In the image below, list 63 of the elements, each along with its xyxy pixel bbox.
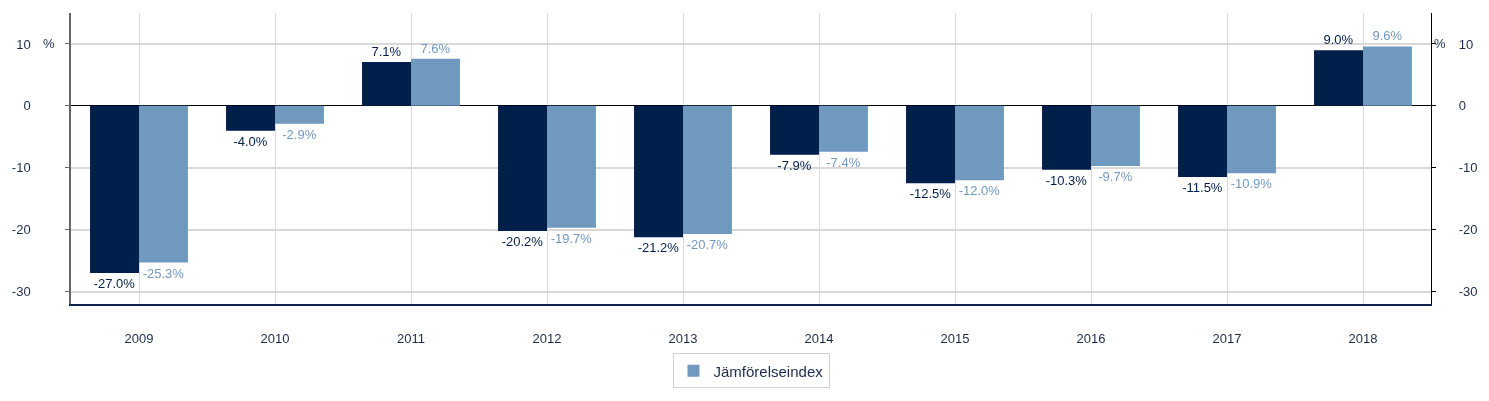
bar xyxy=(1178,105,1227,178)
data-label: -2.9% xyxy=(282,126,317,142)
y2-tick-label: -10 xyxy=(1458,160,1478,176)
x-tick-label: 2018 xyxy=(1348,331,1378,347)
y2-tick-label: 10 xyxy=(1458,36,1474,52)
bar xyxy=(411,58,460,106)
bar xyxy=(1091,105,1140,166)
data-label: -21.2% xyxy=(637,240,680,256)
data-label: -9.7% xyxy=(1098,168,1133,184)
x-tick-label: 2012 xyxy=(532,331,562,347)
data-label: -12.0% xyxy=(958,183,1001,199)
bar xyxy=(139,105,188,263)
x-tick-label: 2016 xyxy=(1076,331,1106,347)
y2-tick-label: -20 xyxy=(1458,222,1478,238)
bar xyxy=(547,105,596,228)
bar xyxy=(819,105,868,152)
y2-tick-label: 0 xyxy=(1458,98,1466,114)
y2-axis-title: % xyxy=(1434,36,1446,51)
bar xyxy=(906,105,955,184)
x-tick-label: 2017 xyxy=(1212,331,1242,347)
data-label: 9.6% xyxy=(1372,28,1403,44)
bar xyxy=(770,105,819,155)
data-label: -11.5% xyxy=(1182,180,1223,196)
y2-tick-label: -30 xyxy=(1458,284,1478,300)
bar xyxy=(955,105,1004,181)
data-label: -25.3% xyxy=(142,265,185,281)
data-label: 7.6% xyxy=(420,40,451,56)
data-label: -10.3% xyxy=(1045,172,1088,188)
y-tick-label: 0 xyxy=(23,98,31,114)
x-tick-label: 2009 xyxy=(124,331,154,347)
bar xyxy=(634,105,683,238)
data-label: -7.4% xyxy=(826,154,861,170)
y-tick-label: 10 xyxy=(16,36,31,52)
data-label: -20.2% xyxy=(501,233,544,249)
y-axis-title: % xyxy=(43,36,55,51)
data-label: -20.7% xyxy=(686,237,729,253)
x-tick-label: 2010 xyxy=(260,331,290,347)
bar xyxy=(275,105,324,124)
bar xyxy=(362,61,411,106)
bar xyxy=(90,105,139,274)
data-label: 7.1% xyxy=(371,43,402,59)
bar xyxy=(1042,105,1091,170)
y-tick-label: -20 xyxy=(11,222,31,238)
data-label: -19.7% xyxy=(550,230,593,246)
bar xyxy=(226,105,275,131)
data-label: -12.5% xyxy=(909,186,952,202)
bar xyxy=(1314,50,1363,106)
bar xyxy=(1227,105,1276,174)
x-tick-label: 2014 xyxy=(804,331,834,347)
bar xyxy=(1363,46,1412,106)
x-tick-label: 2013 xyxy=(668,331,698,347)
y-tick-label: -10 xyxy=(11,160,31,176)
data-label: -4.0% xyxy=(233,133,268,149)
legend-label: Jämförelseindex xyxy=(713,362,824,380)
x-tick-label: 2011 xyxy=(397,331,425,347)
data-label: 9.0% xyxy=(1323,32,1354,48)
y-tick-label: -30 xyxy=(11,284,31,300)
data-label: -27.0% xyxy=(93,276,136,292)
bar xyxy=(498,105,547,231)
data-label: -10.9% xyxy=(1230,176,1273,192)
data-label: -7.9% xyxy=(777,157,812,173)
x-tick-label: 2015 xyxy=(940,331,970,347)
bar xyxy=(683,105,732,235)
